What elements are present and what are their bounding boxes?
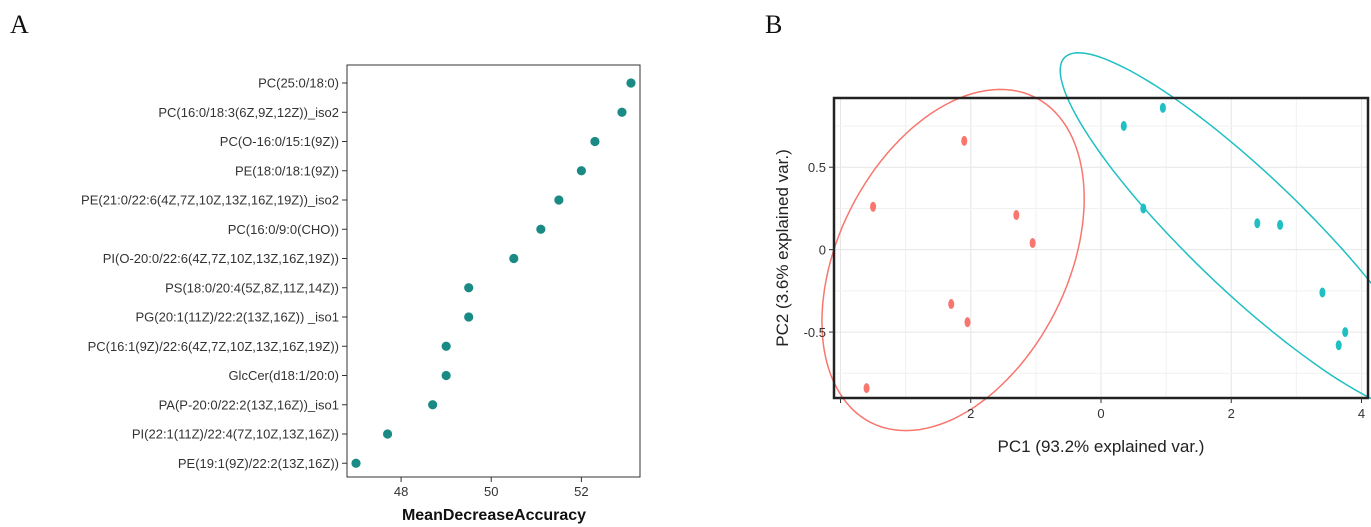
dotplot-point bbox=[428, 400, 438, 410]
panel-label-b: B bbox=[765, 10, 783, 39]
dotplot-point bbox=[509, 253, 519, 264]
dotplot-x-tick-label: 52 bbox=[574, 484, 588, 499]
panel-label-a: A bbox=[10, 10, 29, 39]
dotplot-panel-border bbox=[346, 64, 641, 478]
dotplot-category-label: PC(25:0/18:0) bbox=[258, 76, 339, 91]
dotplot-category-label: PE(18:0/18:1(9Z)) bbox=[235, 163, 339, 178]
dotplot-point bbox=[464, 312, 474, 322]
dotplot-point bbox=[576, 166, 587, 176]
dotplot-category-label: PS(18:0/20:4(5Z,8Z,11Z,14Z)) bbox=[165, 280, 339, 295]
dotplot-category-label: PC(16:0/18:3(6Z,9Z,12Z))_iso2 bbox=[158, 105, 339, 120]
dotplot-category-label: PA(P-20:0/22:2(13Z,16Z))_iso1 bbox=[159, 397, 339, 412]
dotplot-point bbox=[554, 195, 564, 205]
dotplot-x-axis-title: MeanDecreaseAccuracy bbox=[402, 507, 586, 524]
dotplot-point bbox=[536, 224, 546, 234]
dotplot-point bbox=[590, 136, 600, 147]
dotplot-category-label: PG(20:1(11Z)/22:2(13Z,16Z)) _iso1 bbox=[135, 310, 339, 325]
dotplot-point bbox=[464, 283, 474, 293]
dotplot-category-label: GlcCer(d18:1/20:0) bbox=[228, 368, 339, 383]
dotplot-category-label: PC(16:1(9Z)/22:6(4Z,7Z,10Z,13Z,16Z,19Z)) bbox=[88, 339, 339, 354]
dotplot-point bbox=[626, 78, 636, 88]
dotplot-category-label: PC(16:0/9:0(CHO)) bbox=[228, 222, 339, 237]
dotplot-x-tick-label: 50 bbox=[484, 484, 498, 499]
dotplot-point bbox=[351, 458, 361, 468]
dotplot-category-label: PI(O-20:0/22:6(4Z,7Z,10Z,13Z,16Z,19Z)) bbox=[103, 251, 339, 266]
dotplot-category-label: PE(21:0/22:6(4Z,7Z,10Z,13Z,16Z,19Z))_iso… bbox=[81, 193, 339, 208]
dotplot-category-label: PC(O-16:0/15:1(9Z)) bbox=[220, 134, 339, 149]
dotplot-category-label: PI(22:1(11Z)/22:4(7Z,10Z,13Z,16Z)) bbox=[132, 427, 339, 442]
dotplot-point bbox=[382, 429, 393, 439]
dotplot-point bbox=[617, 107, 627, 117]
dotplot-point bbox=[441, 370, 451, 381]
dotplot-point bbox=[441, 341, 451, 351]
dotplot-category-label: PE(19:1(9Z)/22:2(13Z,16Z)) bbox=[178, 456, 339, 471]
dotplot-x-tick-label: 48 bbox=[394, 484, 408, 499]
